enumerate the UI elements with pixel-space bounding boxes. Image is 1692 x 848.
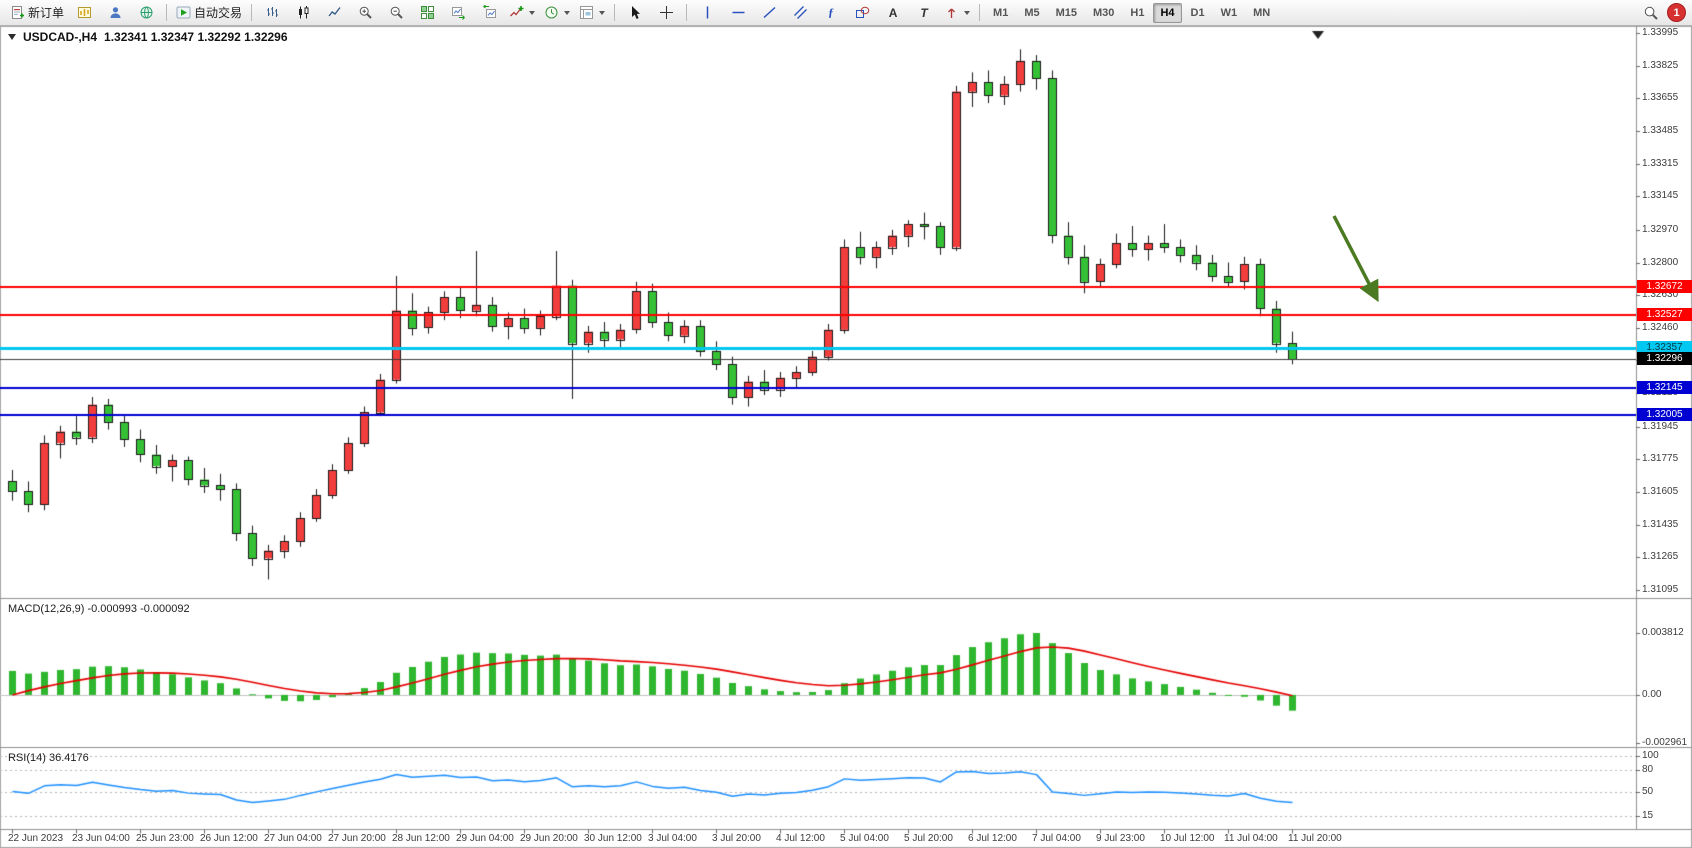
tile-windows-button[interactable] [412,1,442,25]
text-label-icon: T [920,5,928,20]
notification-count: 1 [1673,6,1680,19]
toolbar-separator [614,4,616,21]
profile-icon [110,7,121,18]
chart-shift-icon [482,5,496,18]
dropdown-caret-icon [599,10,606,15]
channel-tool-button[interactable] [785,1,815,25]
trendline-icon [763,6,776,19]
new-order-button[interactable]: 新订单 [6,1,68,25]
candle-chart-mode-button[interactable] [288,1,318,25]
zoom-in-icon [359,6,372,19]
trend-arrow-line [1332,215,1379,303]
autotrading-play-icon [176,6,191,19]
search-icon [1644,6,1658,20]
globe-icon [140,6,153,19]
horizontal-line-icon [732,11,745,14]
price-line-label[interactable]: 1.32672 [1637,280,1692,293]
vertical-line-icon [706,6,708,19]
timeframe-button-m5[interactable]: M5 [1024,6,1040,19]
text-tool-button[interactable]: A [878,1,908,25]
toolbar-separator [251,4,253,21]
timeframe-button-d1[interactable]: D1 [1190,6,1205,19]
timeframe-button-m1[interactable]: M1 [993,6,1009,19]
fibonacci-icon: ƒ [828,5,835,19]
profiles-button[interactable] [100,1,130,25]
zoom-out-icon [390,6,403,19]
toolbar-separator [979,4,981,21]
arrows-tool-button[interactable] [940,1,974,25]
timeframe-button-h1[interactable]: H1 [1130,6,1145,19]
dropdown-caret-icon [564,10,571,15]
bar-chart-icon [266,7,278,17]
template-icon [580,6,594,19]
tile-windows-icon [420,6,434,19]
crosshair-tool-button[interactable] [651,1,681,25]
price-chart-canvas[interactable] [0,26,1692,848]
autotrading-button[interactable]: 自动交易 [172,1,246,25]
bar-chart-mode-button[interactable] [257,1,287,25]
new-order-label: 新订单 [28,6,65,20]
market-watch-button[interactable] [131,1,161,25]
text-label-tool-button[interactable]: T [909,1,939,25]
zoom-out-button[interactable] [381,1,411,25]
line-chart-mode-button[interactable] [319,1,349,25]
indicators-button[interactable] [505,1,539,25]
chart-shift-button[interactable] [474,1,504,25]
text-tool-icon: A [888,5,898,20]
fibonacci-tool-button[interactable]: ƒ [816,1,846,25]
auto-scroll-icon [451,7,465,20]
horizontal-line-tool-button[interactable] [723,1,753,25]
quick-trade-arrow-icon[interactable] [8,34,16,40]
cursor-icon [631,6,640,19]
new-chart-button[interactable] [69,1,99,25]
timeframe-button-h4[interactable]: H4 [1153,2,1182,23]
indicators-icon [510,6,524,17]
new-order-icon [12,6,24,19]
auto-scroll-button[interactable] [443,1,473,25]
toolbar-separator [686,4,688,21]
notification-badge[interactable]: 1 [1667,3,1686,22]
chart-window: USDCAD-,H4 1.32341 1.32347 1.32292 1.322… [0,26,1692,848]
toolbar-separator [166,4,168,21]
macd-indicator-label: MACD(12,26,9) -0.000993 -0.000092 [8,603,190,615]
candlestick-chart-icon [298,6,309,19]
dropdown-caret-icon [964,10,971,15]
crosshair-icon [659,6,673,19]
search-button[interactable] [1636,1,1666,25]
new-chart-icon [77,7,91,18]
zoom-in-button[interactable] [350,1,380,25]
price-line-label[interactable]: 1.32145 [1637,381,1692,394]
trendline-tool-button[interactable] [754,1,784,25]
arrow-tool-icon [948,8,956,18]
timeframe-button-mn[interactable]: MN [1253,6,1271,19]
timeframe-button-group: M1 M5 M15 M30 H1 H4 D1 W1 MN [985,2,1278,23]
periods-button[interactable] [540,1,574,25]
timeframe-button-m15[interactable]: M15 [1055,6,1077,19]
chart-title-row: USDCAD-,H4 1.32341 1.32347 1.32292 1.322… [8,30,288,44]
channel-icon [793,6,807,19]
main-toolbar: 新订单 自动交易 [0,0,1692,26]
vertical-line-tool-button[interactable] [692,1,722,25]
price-line-label[interactable]: 1.32005 [1637,408,1692,421]
line-chart-icon [327,7,341,17]
trend-arrow-annotation[interactable] [1320,206,1400,316]
chart-symbol-title: USDCAD-,H4 [23,30,98,44]
chart-ohlc-values: 1.32341 1.32347 1.32292 1.32296 [104,30,288,44]
price-line-label[interactable]: 1.32296 [1637,352,1692,365]
timeframe-button-w1[interactable]: W1 [1220,6,1238,19]
shapes-icon [855,6,869,18]
clock-icon [545,6,558,19]
price-line-label[interactable]: 1.32527 [1637,308,1692,321]
autotrading-label: 自动交易 [194,6,243,20]
dropdown-caret-icon [529,10,536,15]
templates-button[interactable] [575,1,609,25]
shapes-tool-button[interactable] [847,1,877,25]
rsi-indicator-label: RSI(14) 36.4176 [8,752,89,764]
price-line-label[interactable]: 1.32357 [1637,341,1692,354]
timeframe-button-m30[interactable]: M30 [1093,6,1115,19]
cursor-tool-button[interactable] [620,1,650,25]
